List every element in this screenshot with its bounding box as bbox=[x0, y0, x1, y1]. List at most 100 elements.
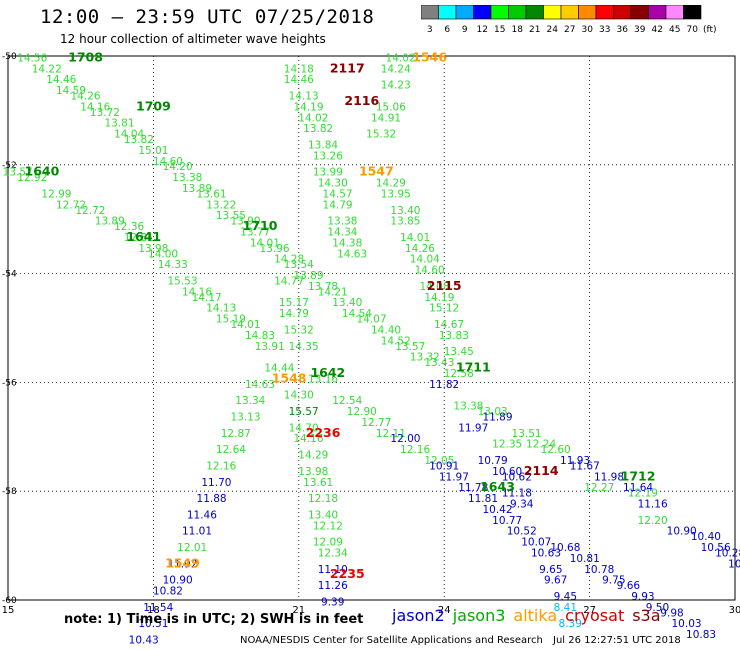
legend-label: 45 bbox=[669, 25, 680, 35]
wave-height-point: 10.51 bbox=[138, 618, 168, 630]
wave-height-point: 13.32 bbox=[410, 352, 440, 364]
legend-label: 24 bbox=[547, 25, 559, 35]
wave-height-point: 12.35 bbox=[492, 439, 522, 451]
wave-height-point: 14.46 bbox=[284, 74, 314, 86]
y-tick-label: -52 bbox=[2, 161, 17, 171]
x-tick-label: 21 bbox=[292, 605, 305, 616]
pass-time-label: 2115 bbox=[427, 278, 462, 293]
wave-height-point: 13.55 bbox=[216, 210, 246, 222]
wave-height-point: 13.16 bbox=[308, 373, 338, 385]
wave-height-point: 14.19 bbox=[293, 101, 323, 113]
wave-height-point: 12.16 bbox=[400, 444, 430, 456]
wave-height-point: 14.70 bbox=[289, 422, 319, 434]
wave-height-point: 11.81 bbox=[468, 493, 498, 505]
pass-time-label: 1548 bbox=[272, 370, 307, 385]
wave-height-point: 13.82 bbox=[303, 123, 333, 135]
wave-height-point: 14.29 bbox=[376, 178, 406, 190]
legend-label: 30 bbox=[582, 25, 594, 35]
wave-height-point: 10.42 bbox=[482, 504, 512, 516]
wave-height-point: 13.89 bbox=[182, 183, 212, 195]
wave-height-point: 13.40 bbox=[332, 297, 362, 309]
wave-height-point: 14.24 bbox=[381, 63, 411, 75]
wave-height-point: 11.16 bbox=[638, 499, 668, 511]
wave-height-point: 14.26 bbox=[405, 243, 435, 255]
wave-height-point: 13.40 bbox=[308, 509, 338, 521]
wave-height-point: 14.63 bbox=[245, 379, 275, 391]
satellite-name-cryosat: cryosat bbox=[565, 606, 625, 625]
wave-height-point: 14.40 bbox=[371, 324, 401, 336]
color-legend: 3 6 9 12 15 18 21 24 27 30 33 36 39 42 45 70 (ft) bbox=[421, 5, 717, 35]
wave-height-point: 14.04 bbox=[114, 129, 144, 141]
wave-height-point: 15.06 bbox=[376, 101, 406, 113]
wave-height-point: 13.78 bbox=[308, 281, 338, 293]
wave-height-point: 14.01 bbox=[250, 237, 280, 249]
wave-height-point: 10.78 bbox=[584, 564, 614, 576]
wave-height-point: 13.45 bbox=[444, 346, 474, 358]
wave-height-point: 11.54 bbox=[143, 602, 173, 614]
wave-height-point: 11.01 bbox=[182, 526, 212, 538]
wave-height-point: 12.58 bbox=[444, 368, 474, 380]
wave-height-point: 14.60 bbox=[153, 156, 183, 168]
wave-height-point: 14.79 bbox=[279, 308, 309, 320]
wave-height-point: 12.81 bbox=[124, 232, 154, 244]
wave-height-point: 14.13 bbox=[206, 303, 236, 315]
wave-height-point: 10.43 bbox=[129, 635, 159, 647]
legend-label: 15 bbox=[494, 25, 505, 35]
wave-height-point: 13.90 bbox=[230, 216, 260, 228]
legend-label: 6 bbox=[444, 25, 450, 35]
wave-height-point: 14.16 bbox=[293, 433, 323, 445]
wave-height-point: 12.09 bbox=[313, 537, 343, 549]
y-tick-label: -56 bbox=[2, 378, 17, 388]
wave-height-point: 15.19 bbox=[216, 314, 246, 326]
wave-height-point: 14.08 bbox=[419, 281, 449, 293]
wave-height-point: 15.12 bbox=[429, 303, 459, 315]
pass-time-label: 1642 bbox=[310, 365, 345, 380]
wave-height-point: 11.26 bbox=[318, 580, 348, 592]
legend-swatch bbox=[683, 5, 702, 20]
note-text: note: 1) Time is in UTC; 2) SWH is in fe… bbox=[64, 612, 364, 627]
wave-height-point: 13.98 bbox=[138, 243, 168, 255]
wave-height-point: 11.70 bbox=[201, 477, 231, 489]
wave-height-point: 12.92 bbox=[17, 172, 47, 184]
wave-height-point: 13.22 bbox=[206, 199, 236, 211]
pass-time-label: 1641 bbox=[126, 229, 161, 244]
wave-height-point: 12.18 bbox=[308, 493, 338, 505]
wave-height-point: 10.62 bbox=[502, 471, 532, 483]
wave-height-point: 12.00 bbox=[390, 433, 420, 445]
wave-height-point: 14.26 bbox=[71, 91, 101, 103]
x-tick-label: 18 bbox=[147, 605, 160, 616]
wave-height-point: 15.17 bbox=[279, 297, 309, 309]
wave-height-point: 13.89 bbox=[293, 270, 323, 282]
wave-height-point: 8.39 bbox=[559, 618, 582, 630]
pass-time-label: 2114 bbox=[524, 463, 559, 478]
wave-height-point: 12.12 bbox=[313, 520, 343, 532]
pass-time-label: 1549 bbox=[165, 555, 200, 570]
wave-height-point: 13.91 bbox=[255, 341, 285, 353]
wave-height-point: 14.38 bbox=[332, 237, 362, 249]
wave-height-point: 13.57 bbox=[395, 341, 425, 353]
wave-height-point: 9.93 bbox=[631, 591, 654, 603]
wave-height-point: 8.41 bbox=[554, 602, 577, 614]
wave-height-point: 14.02 bbox=[386, 52, 416, 64]
pass-time-label: 1712 bbox=[621, 468, 656, 483]
wave-height-point: 14.63 bbox=[337, 248, 367, 260]
wave-height-point: 13.83 bbox=[439, 330, 469, 342]
satellite-legend: jason2 jason3 altika cryosat s3a bbox=[392, 606, 669, 625]
wave-height-point: 13.72 bbox=[90, 107, 120, 119]
wave-height-point: 13.61 bbox=[197, 188, 227, 200]
wave-height-point: 14.60 bbox=[415, 265, 445, 277]
wave-height-point: 13.54 bbox=[284, 259, 314, 271]
pass-time-label: 1547 bbox=[359, 164, 394, 179]
wave-height-point: 15.57 bbox=[289, 406, 319, 418]
wave-height-point: 9.67 bbox=[544, 575, 567, 587]
wave-height-point: 10.56 bbox=[701, 542, 731, 554]
wave-height-point: 9.66 bbox=[617, 580, 641, 592]
wave-height-point: 14.29 bbox=[298, 450, 328, 462]
wave-height-point: 14.00 bbox=[148, 248, 178, 260]
wave-height-point: 10.60 bbox=[492, 466, 522, 478]
wave-height-point: 12.05 bbox=[424, 455, 454, 467]
y-tick-label: -50 bbox=[2, 52, 17, 62]
legend-label: 21 bbox=[529, 25, 540, 35]
legend-label: 3 bbox=[427, 25, 433, 35]
wave-height-point: 12.72 bbox=[56, 199, 86, 211]
